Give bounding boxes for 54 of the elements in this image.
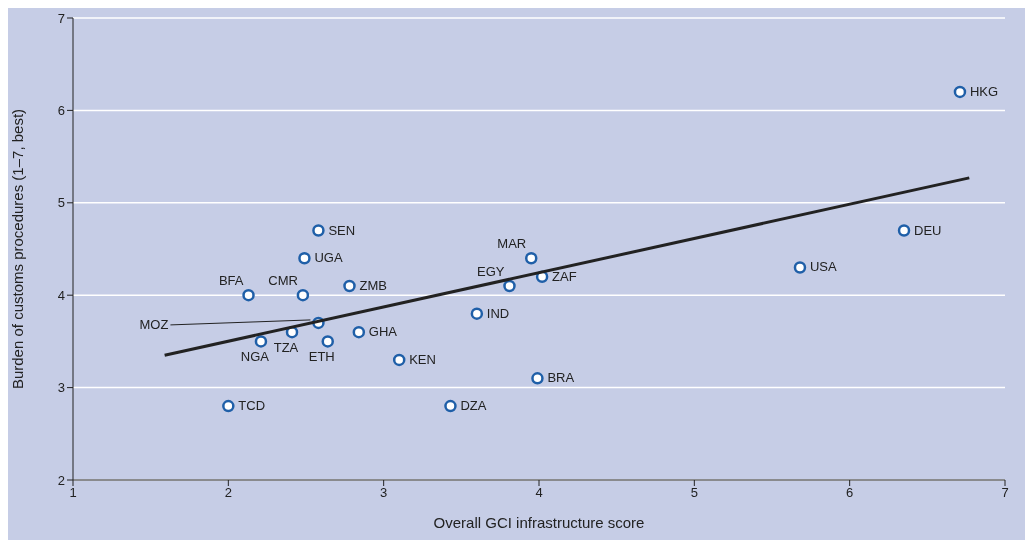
point — [254, 335, 268, 348]
data-label: ZMB — [359, 277, 387, 293]
data-label: MAR — [497, 236, 527, 252]
y-tick-label: 2 — [57, 472, 65, 488]
data-label: NGA — [240, 349, 270, 365]
data-label: USA — [809, 259, 838, 275]
point — [343, 279, 356, 293]
x-axis-title: Overall GCI infrastructure score — [433, 514, 645, 531]
x-tick-label: 3 — [380, 485, 388, 501]
x-tick-label: 6 — [846, 485, 854, 501]
data-label: HKG — [969, 83, 999, 99]
data-label: ZAF — [552, 268, 577, 284]
data-label: CMR — [268, 273, 298, 289]
y-tick-label: 5 — [57, 195, 65, 211]
point — [312, 224, 325, 237]
x-tick-label: 4 — [535, 485, 543, 501]
data-label: GHA — [368, 324, 398, 340]
point — [321, 335, 334, 348]
data-label: EGY — [477, 263, 505, 279]
point — [953, 85, 967, 99]
data-label: SEN — [328, 222, 356, 238]
y-tick-label: 4 — [57, 287, 65, 303]
point — [531, 372, 544, 385]
y-tick-label: 7 — [57, 10, 65, 26]
y-tick-label: 3 — [57, 380, 65, 396]
point — [897, 224, 911, 237]
x-tick-label: 7 — [1001, 485, 1009, 501]
point — [470, 307, 484, 320]
point — [503, 279, 516, 293]
x-tick-label: 5 — [690, 485, 698, 501]
data-label: TCD — [238, 398, 266, 414]
point — [352, 325, 366, 339]
data-label: DEU — [914, 222, 942, 238]
point — [298, 251, 311, 265]
point — [222, 399, 235, 413]
point — [793, 261, 807, 274]
data-label: DZA — [460, 398, 487, 414]
point — [392, 353, 406, 367]
y-tick-label: 6 — [57, 103, 65, 119]
point — [524, 251, 538, 265]
data-label: ETH — [308, 349, 335, 365]
data-label: TZA — [273, 340, 299, 356]
x-tick-label: 1 — [69, 485, 77, 501]
point — [444, 399, 457, 413]
data-label: MOZ — [139, 316, 169, 332]
data-label: BFA — [218, 273, 244, 289]
point — [242, 288, 255, 302]
y-axis-title: Burden of customs procedures (1–7, best) — [9, 108, 27, 390]
data-label: IND — [486, 305, 510, 321]
data-label: KEN — [409, 351, 436, 367]
x-tick-label: 2 — [224, 485, 232, 501]
data-label: BRA — [547, 370, 575, 386]
data-label: UGA — [314, 250, 343, 266]
point — [296, 288, 310, 302]
